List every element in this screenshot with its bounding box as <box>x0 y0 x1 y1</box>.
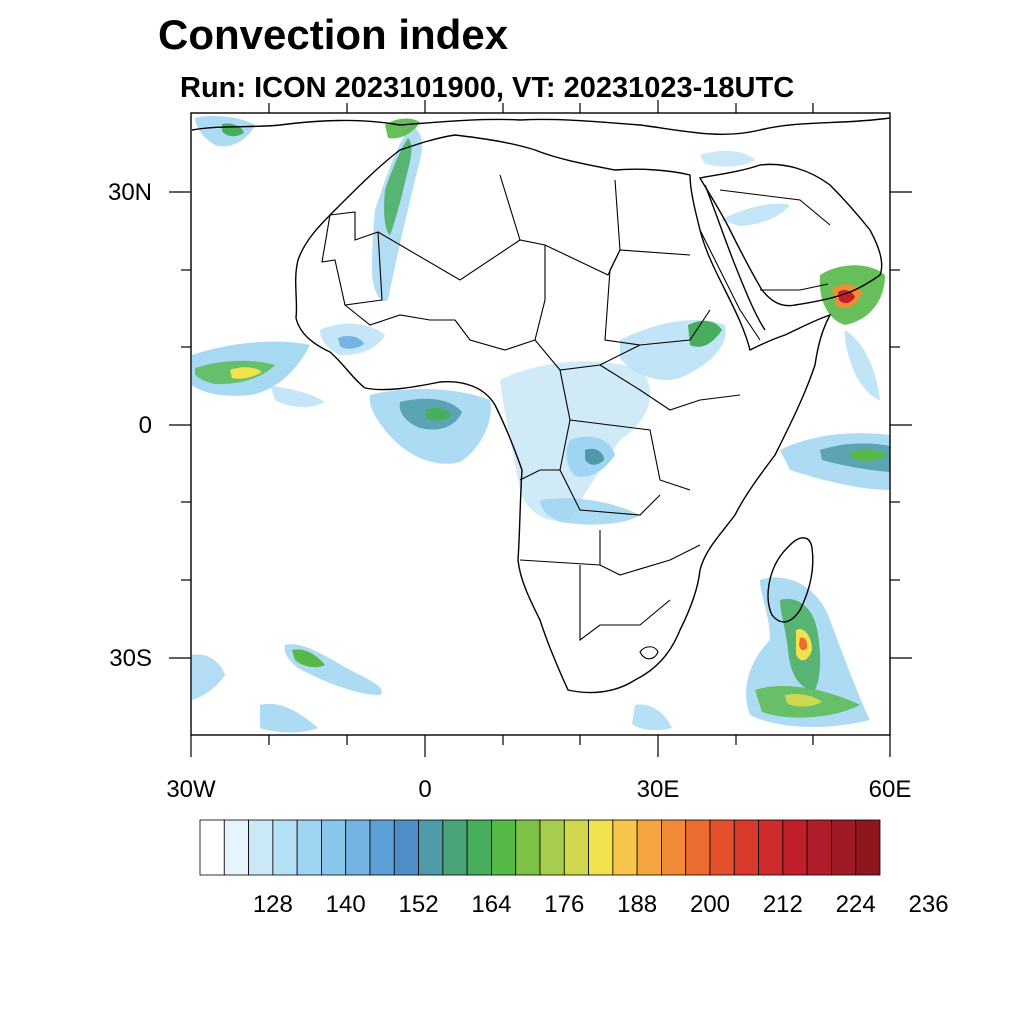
colorbar-tick-label: 152 <box>399 891 439 918</box>
chart-title: Convection index <box>158 11 509 58</box>
country-borders <box>321 174 831 660</box>
colorbar-swatch <box>661 819 687 876</box>
madagascar-coastline <box>767 537 814 623</box>
colorbar-swatch <box>272 819 298 876</box>
colorbar-swatch <box>539 819 565 876</box>
colorbar-labels: 128 140 152 164 176 188 200 212 224 236 <box>253 891 949 918</box>
colorbar-tick-label: 224 <box>836 891 876 918</box>
colorbar-swatch <box>612 819 638 876</box>
convection-field <box>192 116 890 733</box>
colorbar-swatch <box>321 819 347 876</box>
colorbar-tick-label: 200 <box>690 891 730 918</box>
africa-coastline <box>294 134 832 694</box>
colorbar-swatch <box>248 819 274 876</box>
lat-tick-label-30n: 30N <box>108 179 152 206</box>
colorbar-tick-label: 212 <box>763 891 803 918</box>
colorbar-swatch <box>709 819 735 876</box>
colorbar-swatch <box>806 819 832 876</box>
lat-tick-label-30s: 30S <box>109 645 152 672</box>
colorbar-swatch <box>418 819 444 876</box>
colorbar-swatch <box>296 819 322 876</box>
colorbar-tick-label: 164 <box>471 891 511 918</box>
colorbar-swatch <box>393 819 419 876</box>
lat-tick-label-0: 0 <box>139 412 152 439</box>
colorbar-swatch <box>733 819 759 876</box>
lon-tick-label-30e: 30E <box>637 776 680 803</box>
map-frame <box>190 112 891 736</box>
lon-tick-label-30w: 30W <box>166 776 216 803</box>
colorbar-tick-label: 188 <box>617 891 657 918</box>
colorbar-swatch <box>831 819 857 876</box>
colorbar-tick-label: 128 <box>253 891 293 918</box>
colorbar-swatch <box>442 819 468 876</box>
colorbar-swatch <box>563 819 589 876</box>
colorbar-tick-label: 140 <box>326 891 366 918</box>
colorbar-swatch <box>466 819 492 876</box>
colorbar-swatch <box>685 819 711 876</box>
colorbar-swatch <box>369 819 395 876</box>
axis-ticks <box>169 100 912 757</box>
colorbar-swatch <box>345 819 371 876</box>
colorbar-tick-label: 176 <box>544 891 584 918</box>
colorbar-swatch <box>515 819 541 876</box>
lon-tick-label-60e: 60E <box>869 776 912 803</box>
colorbar-tick-label: 236 <box>909 891 949 918</box>
colorbar-swatch <box>782 819 808 876</box>
colorbar-swatch <box>199 819 225 876</box>
colorbar-swatch <box>855 819 881 876</box>
colorbar-swatch <box>588 819 614 876</box>
arabia-coastline <box>698 163 883 307</box>
chart-subtitle: Run: ICON 2023101900, VT: 20231023-18UTC <box>180 72 795 104</box>
colorbar-swatch <box>223 819 249 876</box>
colorbar <box>199 819 881 876</box>
lon-tick-label-0: 0 <box>418 776 431 803</box>
coastlines <box>191 117 891 694</box>
colorbar-swatch <box>491 819 517 876</box>
colorbar-swatch <box>758 819 784 876</box>
colorbar-swatch <box>636 819 662 876</box>
